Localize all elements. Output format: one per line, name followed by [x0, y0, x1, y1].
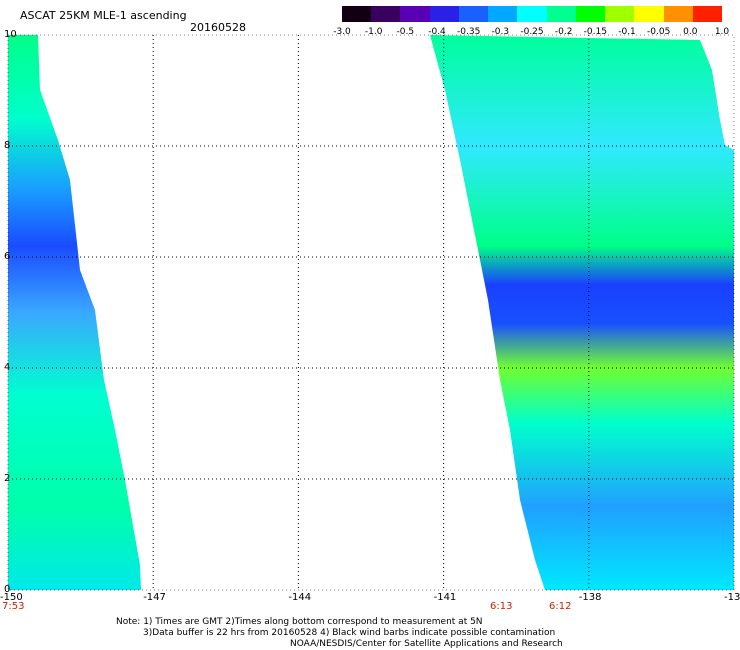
time-label-1: 6:13	[490, 601, 513, 612]
map-frame	[7, 34, 735, 591]
colorbar-segment	[429, 6, 459, 22]
colorbar-tick-label: -0.35	[457, 27, 481, 37]
colorbar-segment	[517, 6, 547, 22]
swath-left	[8, 35, 141, 590]
y-tick-label: 8	[4, 140, 11, 151]
colorbar-tick-label: 1.0	[714, 27, 730, 37]
colorbar-segment	[458, 6, 489, 22]
time-label-left: 7:53	[2, 601, 25, 612]
colorbar-segment	[575, 6, 606, 22]
colorbar-tick-label: -0.4	[428, 27, 446, 37]
colorbar-segment	[663, 6, 693, 22]
note-line-2: 3)Data buffer is 22 hrs from 20160528 4)…	[143, 628, 556, 638]
colorbar-segment	[488, 6, 518, 22]
x-tick-label: -150	[0, 592, 23, 603]
grid-lines	[8, 35, 734, 590]
x-tick-label: -144	[288, 592, 312, 603]
x-tick-label: -141	[433, 592, 457, 603]
colorbar-segment	[692, 6, 723, 22]
colorbar-tick-label: -0.3	[491, 27, 510, 37]
colorbar-tick-label: -0.1	[618, 27, 636, 37]
y-tick-label: 6	[4, 251, 11, 262]
colorbar-segment	[371, 6, 401, 22]
x-tick-label: -138	[578, 592, 602, 603]
colorbar-segment	[634, 6, 664, 22]
x-tick-label: -147	[143, 592, 166, 603]
colorbar-segment	[546, 6, 576, 22]
map-date: 20160528	[190, 21, 246, 34]
time-label-2: 6:12	[549, 601, 572, 612]
note-line-1: Note: 1) Times are GMT 2)Times along bot…	[116, 617, 483, 627]
note-line-3: NOAA/NESDIS/Center for Satellite Applica…	[290, 639, 563, 649]
colorbar	[342, 6, 723, 22]
colorbar-tick-label: -0.2	[554, 27, 573, 37]
map-title: ASCAT 25KM MLE-1 ascending	[20, 9, 187, 22]
colorbar-tick-label: -1.0	[364, 27, 383, 37]
colorbar-segment	[605, 6, 635, 22]
colorbar-tick-label: -0.15	[583, 27, 607, 37]
swath-right	[430, 35, 734, 590]
colorbar-tick-label: -0.25	[520, 27, 544, 37]
colorbar-tick-label: -0.05	[647, 27, 671, 37]
colorbar-tick-label: 0.0	[683, 27, 698, 37]
y-tick-label: 4	[4, 362, 11, 373]
colorbar-tick-label: -0.5	[396, 27, 415, 37]
y-tick-label: 0	[4, 584, 11, 595]
colorbar-tick-label: -3.0	[333, 27, 351, 37]
y-tick-label: 10	[4, 29, 17, 40]
colorbar-segment	[342, 6, 372, 22]
x-tick-label: -135	[724, 592, 740, 603]
y-tick-label: 2	[4, 473, 11, 484]
colorbar-segment	[400, 6, 430, 22]
